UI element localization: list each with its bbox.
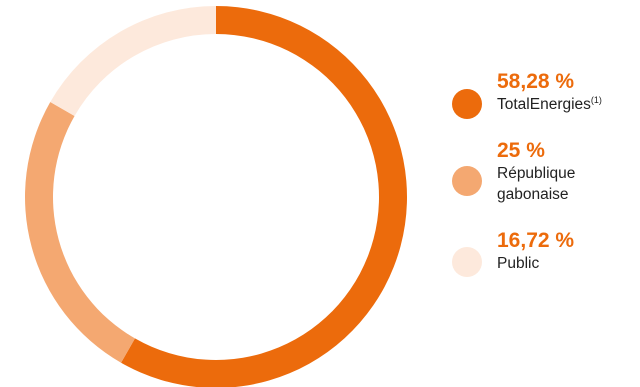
donut-chart <box>24 6 407 387</box>
legend-label-public: Public <box>497 253 640 274</box>
legend: 58,28 % TotalEnergies(1) 25 % République… <box>452 70 640 277</box>
legend-label-totalenergies-text: TotalEnergies <box>497 96 591 113</box>
legend-swatch-public <box>452 247 482 277</box>
legend-item-public: 16,72 % Public <box>452 229 640 277</box>
legend-label-line-1: République <box>497 165 576 182</box>
legend-item-totalenergies: 58,28 % TotalEnergies(1) <box>452 70 640 119</box>
donut-slice-totalenergies <box>121 6 407 387</box>
donut-slice-r-publique-gabonaise <box>24 102 135 363</box>
legend-value-totalenergies: 58,28 % <box>497 70 575 93</box>
legend-swatch-republique-gabonaise <box>452 166 482 196</box>
legend-label-republique-gabonaise: République gabonaise <box>497 163 640 205</box>
legend-label-line-2: gabonaise <box>497 186 569 203</box>
legend-swatch-totalenergies <box>452 89 482 119</box>
legend-value-public: 16,72 % <box>497 229 575 252</box>
legend-item-republique-gabonaise: 25 % République gabonaise <box>452 139 640 205</box>
legend-value-republique-gabonaise: 25 % <box>497 139 545 162</box>
donut-slice-public <box>50 6 217 116</box>
legend-label-public-text: Public <box>497 255 540 272</box>
legend-footnote-marker: (1) <box>590 94 602 105</box>
legend-label-totalenergies: TotalEnergies(1) <box>497 94 640 115</box>
